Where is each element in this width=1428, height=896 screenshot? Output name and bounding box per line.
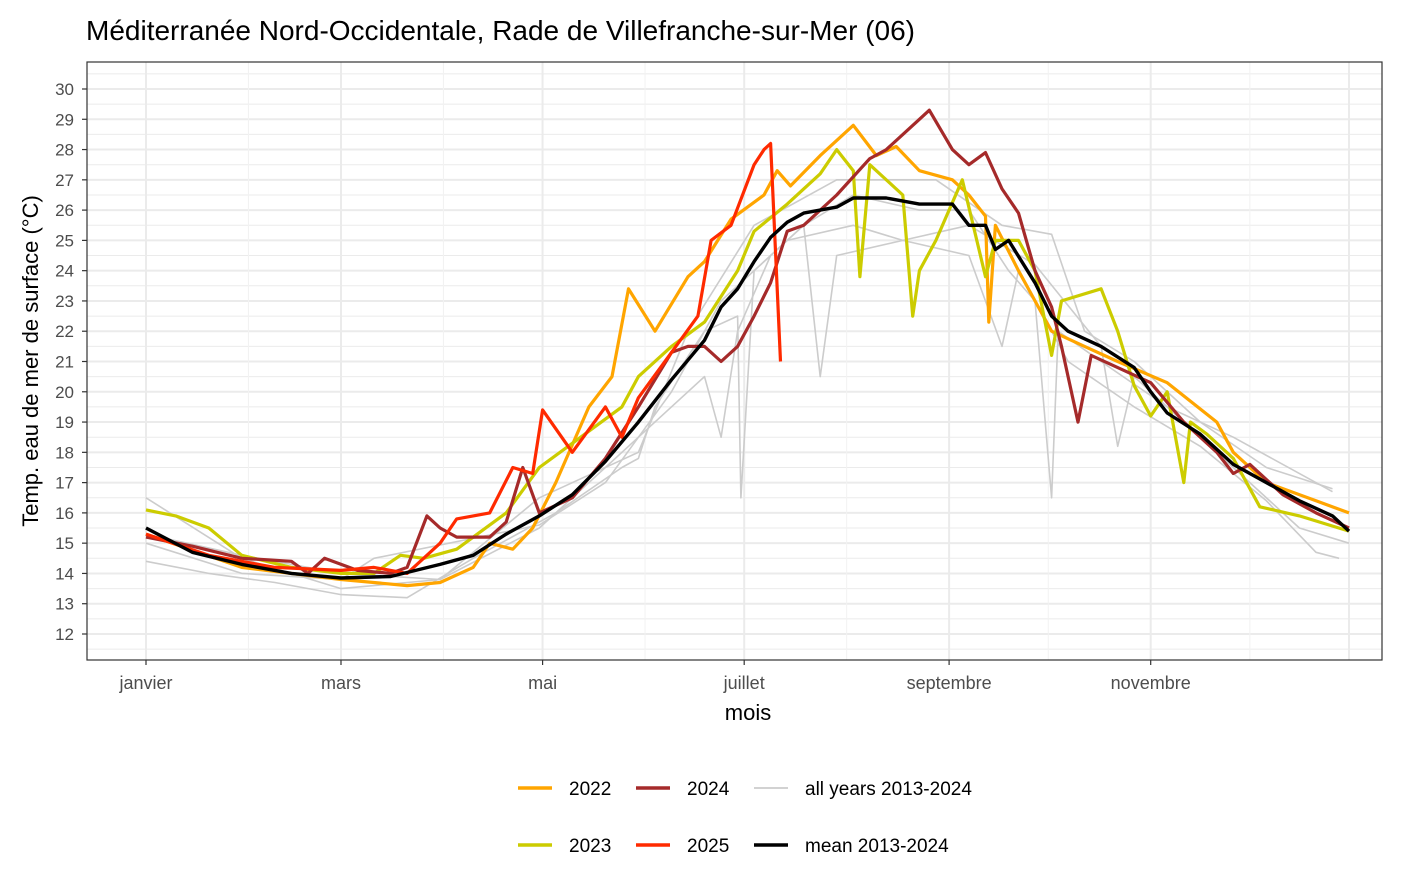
y-tick-label: 25 <box>55 231 74 250</box>
legend: 2022 2024 all years 2013-2024 2023 2025 mean … <box>518 779 972 857</box>
series-line-2024 <box>145 108 1350 575</box>
y-axis: 12 13 14 15 16 17 18 19 20 21 22 23 24 25 26 27 28 29 30 <box>55 80 87 644</box>
series-line-2022 <box>145 123 1350 588</box>
legend-label: mean 2013-2024 <box>805 836 949 857</box>
x-tick-label: novembre <box>1111 673 1191 693</box>
x-tick-label: juillet <box>723 673 765 693</box>
legend-item: 2023 <box>518 836 611 857</box>
series-line-2025 <box>145 141 783 575</box>
y-tick-label: 29 <box>55 110 74 129</box>
y-tick-label: 23 <box>55 292 74 311</box>
y-tick-label: 18 <box>55 443 74 462</box>
x-tick-label: septembre <box>907 673 992 693</box>
y-tick-label: 21 <box>55 353 74 372</box>
y-tick-label: 17 <box>55 474 74 493</box>
y-tick-label: 19 <box>55 413 74 432</box>
series-line-2023 <box>145 148 1350 575</box>
legend-item: 2022 <box>518 779 611 800</box>
x-axis-label: mois <box>725 700 771 725</box>
chart-title: Méditerranée Nord-Occidentale, Rade de V… <box>86 15 915 46</box>
y-tick-label: 28 <box>55 141 74 160</box>
y-tick-label: 26 <box>55 201 74 220</box>
y-tick-label: 12 <box>55 625 74 644</box>
y-tick-label: 20 <box>55 383 74 402</box>
legend-label: all years 2013-2024 <box>805 779 972 800</box>
y-tick-label: 16 <box>55 504 74 523</box>
series-line-mean-2013-2024 <box>145 196 1351 580</box>
y-tick-label: 15 <box>55 534 74 553</box>
legend-item: 2024 <box>636 779 730 800</box>
legend-label: 2023 <box>569 836 611 857</box>
legend-label: 2022 <box>569 779 611 800</box>
y-tick-label: 22 <box>55 322 74 341</box>
x-tick-label: janvier <box>118 673 172 693</box>
series-line-all-years <box>145 179 1333 581</box>
y-tick-label: 24 <box>55 262 74 281</box>
x-tick-label: mars <box>321 673 361 693</box>
legend-item: 2025 <box>636 836 729 857</box>
y-axis-label: Temp. eau de mer de surface (°C) <box>18 195 43 527</box>
legend-item: mean 2013-2024 <box>754 836 949 857</box>
y-tick-label: 27 <box>55 171 74 190</box>
legend-label: 2024 <box>687 779 730 800</box>
y-tick-label: 13 <box>55 595 74 614</box>
legend-label: 2025 <box>687 836 729 857</box>
x-axis: janvier mars mai juillet septembre novembre <box>118 660 1191 693</box>
y-tick-label: 30 <box>55 80 74 99</box>
legend-item: all years 2013-2024 <box>754 779 972 800</box>
series-lines <box>145 108 1351 599</box>
x-tick-label: mai <box>528 673 557 693</box>
y-tick-label: 14 <box>55 564 74 583</box>
